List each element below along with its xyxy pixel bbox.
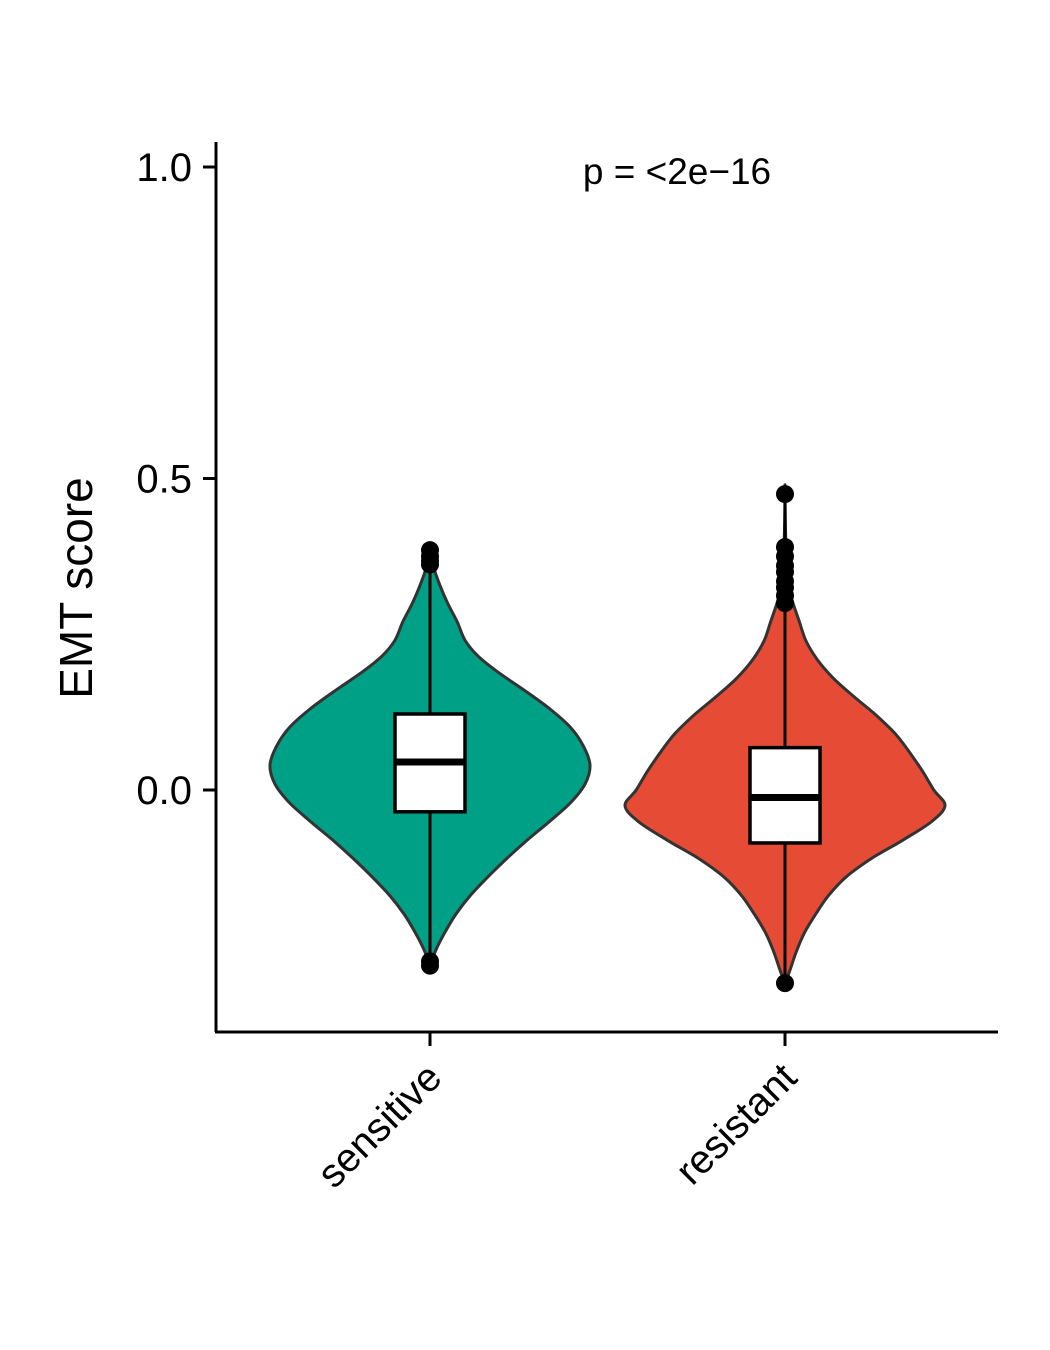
outlier-point bbox=[776, 594, 794, 613]
x-tick-label-resistant: resistant bbox=[667, 1055, 805, 1193]
outlier-point bbox=[776, 485, 794, 504]
y-axis-title: EMT score bbox=[50, 477, 102, 699]
outlier-point bbox=[776, 974, 794, 993]
x-axis-ticks: sensitive resistant bbox=[309, 1032, 805, 1196]
y-axis-ticks: 0.0 0.5 1.0 bbox=[136, 146, 216, 813]
y-tick-label: 0.5 bbox=[136, 458, 192, 502]
y-tick-label: 0.0 bbox=[136, 769, 192, 813]
p-value-annotation: p = <2e−16 bbox=[583, 151, 771, 192]
outlier-point bbox=[421, 555, 439, 574]
x-tick-label-sensitive: sensitive bbox=[309, 1055, 450, 1196]
outlier-point bbox=[421, 956, 439, 975]
violin-layer bbox=[268, 483, 947, 993]
y-tick-label: 1.0 bbox=[136, 146, 192, 190]
